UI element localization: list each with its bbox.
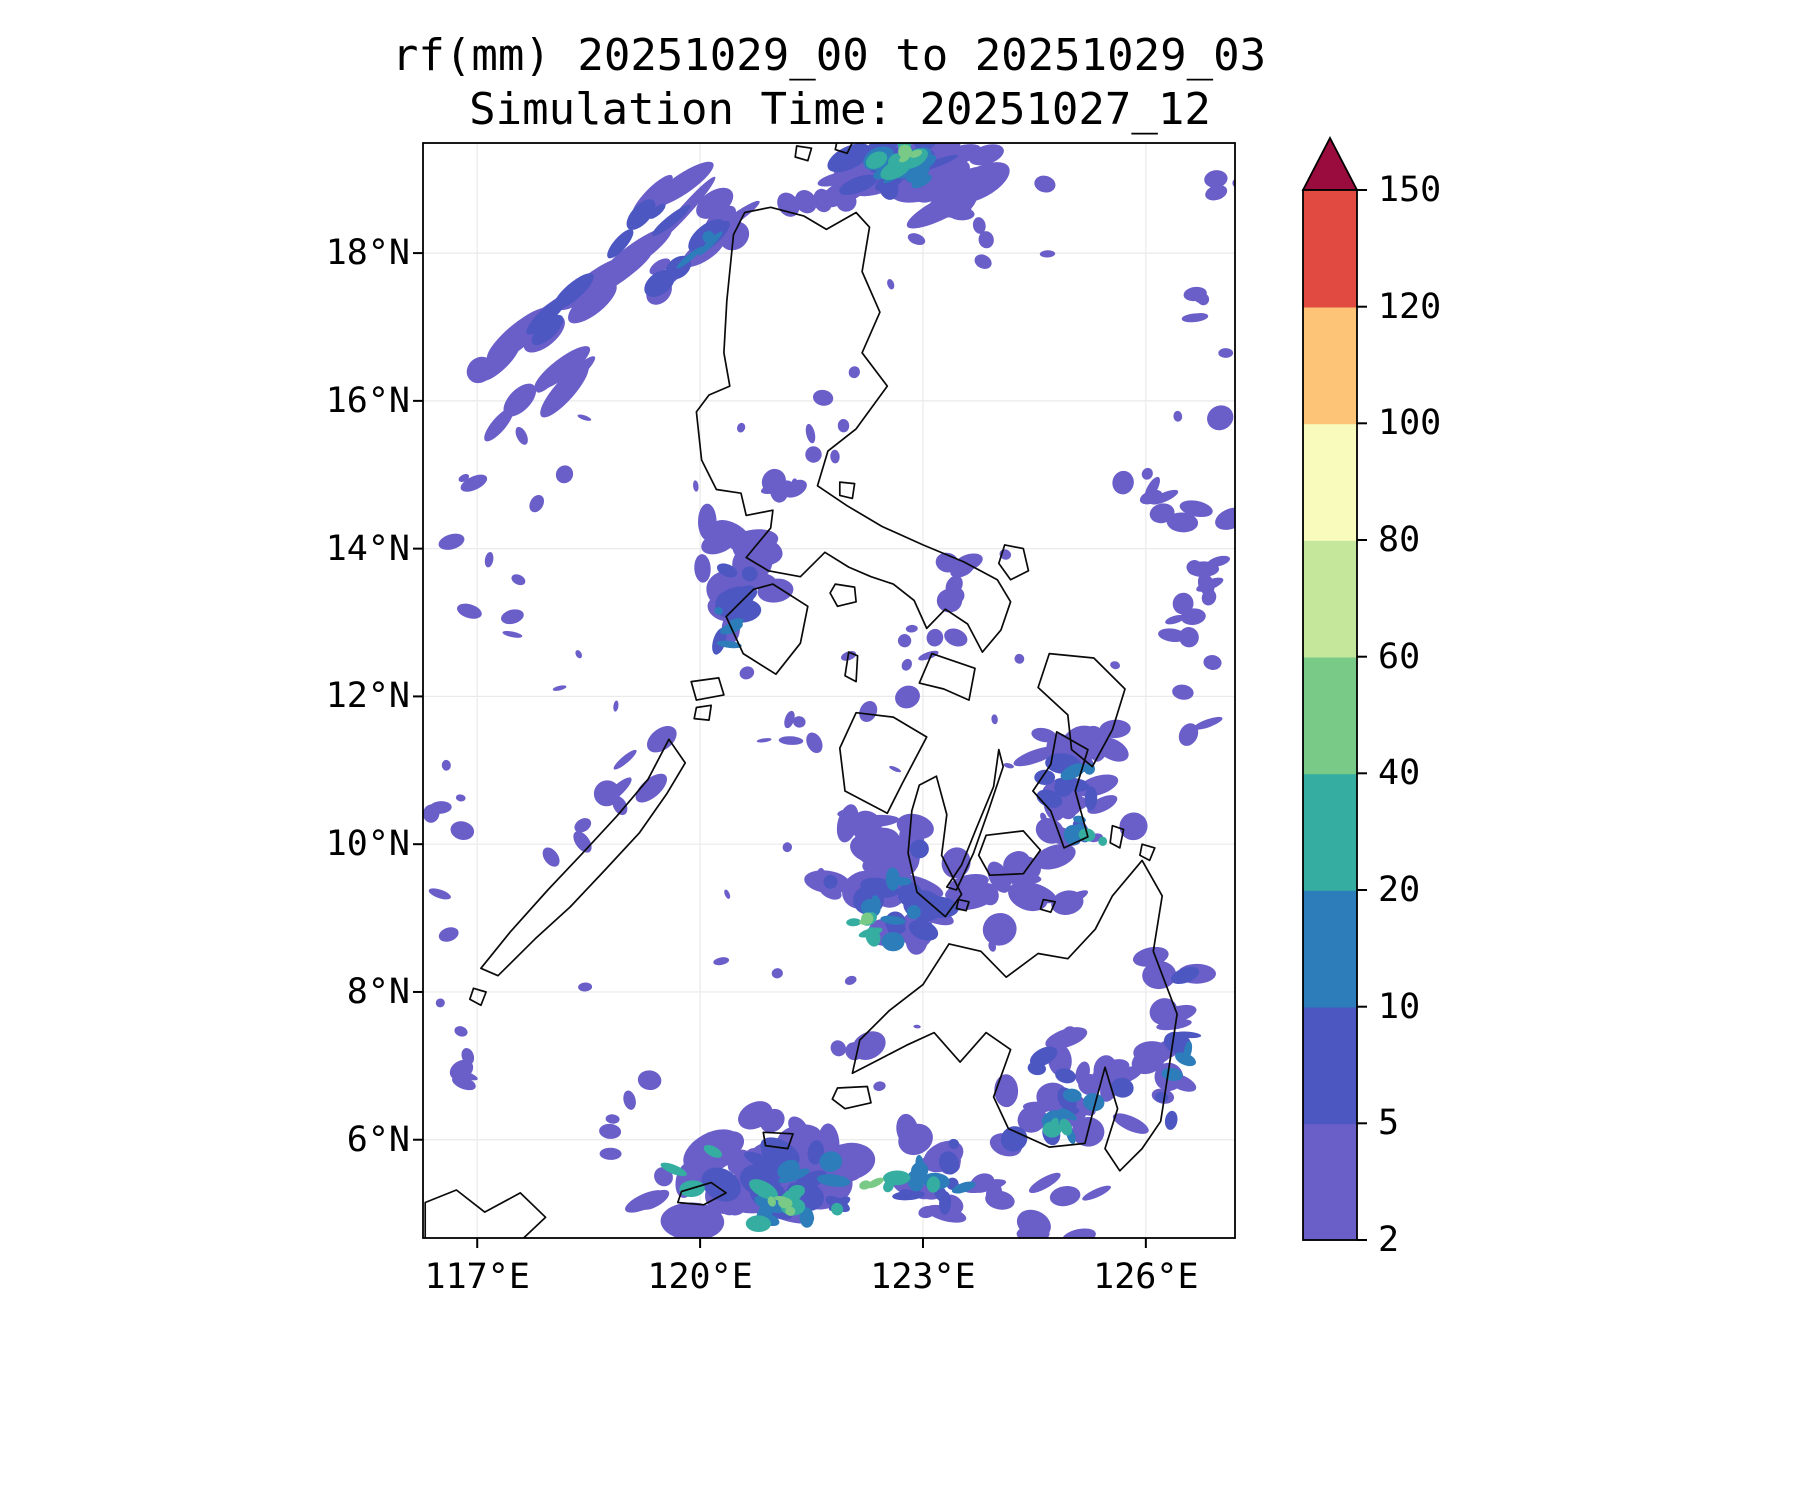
colorbar-segment: [1303, 540, 1357, 658]
colorbar-outline: [1302, 189, 1358, 1241]
colorbar-segment: [1303, 423, 1357, 541]
coastline-path: [424, 1189, 547, 1238]
coastline-path: [693, 704, 713, 721]
lat-tick-label: 14°N: [325, 528, 410, 569]
coastline-path: [762, 1131, 794, 1150]
colorbar: [1301, 136, 1367, 1241]
coastline-path: [676, 1181, 727, 1206]
lon-tick-label: 126°E: [1093, 1257, 1199, 1297]
plot-frame: [422, 142, 1236, 1239]
axis-ticks: [413, 252, 1147, 1248]
lat-tick-label: 16°N: [325, 380, 410, 421]
coastline-path: [977, 830, 1042, 877]
colorbar-ticks: [1357, 189, 1367, 1241]
coastline-path: [690, 677, 725, 701]
colorbar-segment: [1303, 190, 1357, 308]
coastline-path: [844, 651, 859, 683]
lat-tick-label: 12°N: [325, 676, 410, 717]
coastline-path: [997, 544, 1030, 581]
colorbar-tick-label: 40: [1378, 753, 1421, 794]
coastline-path: [695, 206, 1012, 653]
figure-title: rf(mm) 20251029_00 to 20251029_03: [391, 30, 1267, 81]
lon-tick-label: 120°E: [647, 1257, 753, 1297]
figure-subtitle: Simulation Time: 20251027_12: [469, 84, 1211, 135]
coastline-path: [829, 583, 857, 608]
coastline-path: [838, 481, 856, 500]
colorbar-tick-label: 150: [1378, 169, 1442, 210]
colorbar-tick-label: 60: [1378, 636, 1421, 677]
colorbar-segment: [1303, 1006, 1357, 1125]
coastlines: [424, 143, 1178, 1238]
colorbar-segment: [1303, 306, 1357, 425]
coastline-path: [1032, 731, 1089, 849]
coastline-path: [480, 738, 687, 977]
colorbar-tick-label: 5: [1378, 1103, 1400, 1144]
lat-tick-label: 6°N: [346, 1119, 410, 1160]
coastline-path: [945, 748, 1005, 891]
colorbar-segment: [1303, 1123, 1357, 1241]
colorbar-tick-label: 120: [1378, 286, 1442, 327]
lat-tick-label: 18°N: [325, 232, 410, 273]
coastline-path: [831, 1085, 872, 1110]
coastline-path: [1139, 843, 1156, 862]
colorbar-segment: [1303, 656, 1357, 775]
coastline-path: [725, 583, 809, 676]
coastline-path: [1109, 824, 1125, 849]
colorbar-tick-label: 80: [1378, 519, 1421, 560]
coastline-path: [851, 859, 1178, 1172]
colorbar-segment: [1303, 890, 1357, 1008]
lon-tick-label: 117°E: [424, 1257, 530, 1297]
colorbar-tick-label: 20: [1378, 869, 1421, 910]
coastline-path: [1037, 652, 1126, 768]
colorbar-over-arrow: [1301, 136, 1359, 191]
coastline-path: [918, 652, 976, 701]
lon-tick-label: 123°E: [870, 1257, 976, 1297]
lat-tick-label: 10°N: [325, 823, 410, 864]
coastline-path: [468, 987, 487, 1007]
coastline-path: [907, 775, 963, 918]
colorbar-tick-label: 10: [1378, 986, 1421, 1027]
lat-tick-label: 8°N: [346, 971, 410, 1012]
colorbar-tick-label: 2: [1378, 1219, 1400, 1260]
coastline-path: [794, 145, 813, 162]
coastline-path: [834, 143, 854, 155]
colorbar-segment: [1303, 773, 1357, 891]
rainfall-field: [423, 143, 1235, 1238]
colorbar-tick-label: 100: [1378, 403, 1442, 444]
coastline-path: [955, 898, 970, 912]
coastline-path: [838, 711, 928, 815]
coastline-path: [1039, 898, 1057, 914]
